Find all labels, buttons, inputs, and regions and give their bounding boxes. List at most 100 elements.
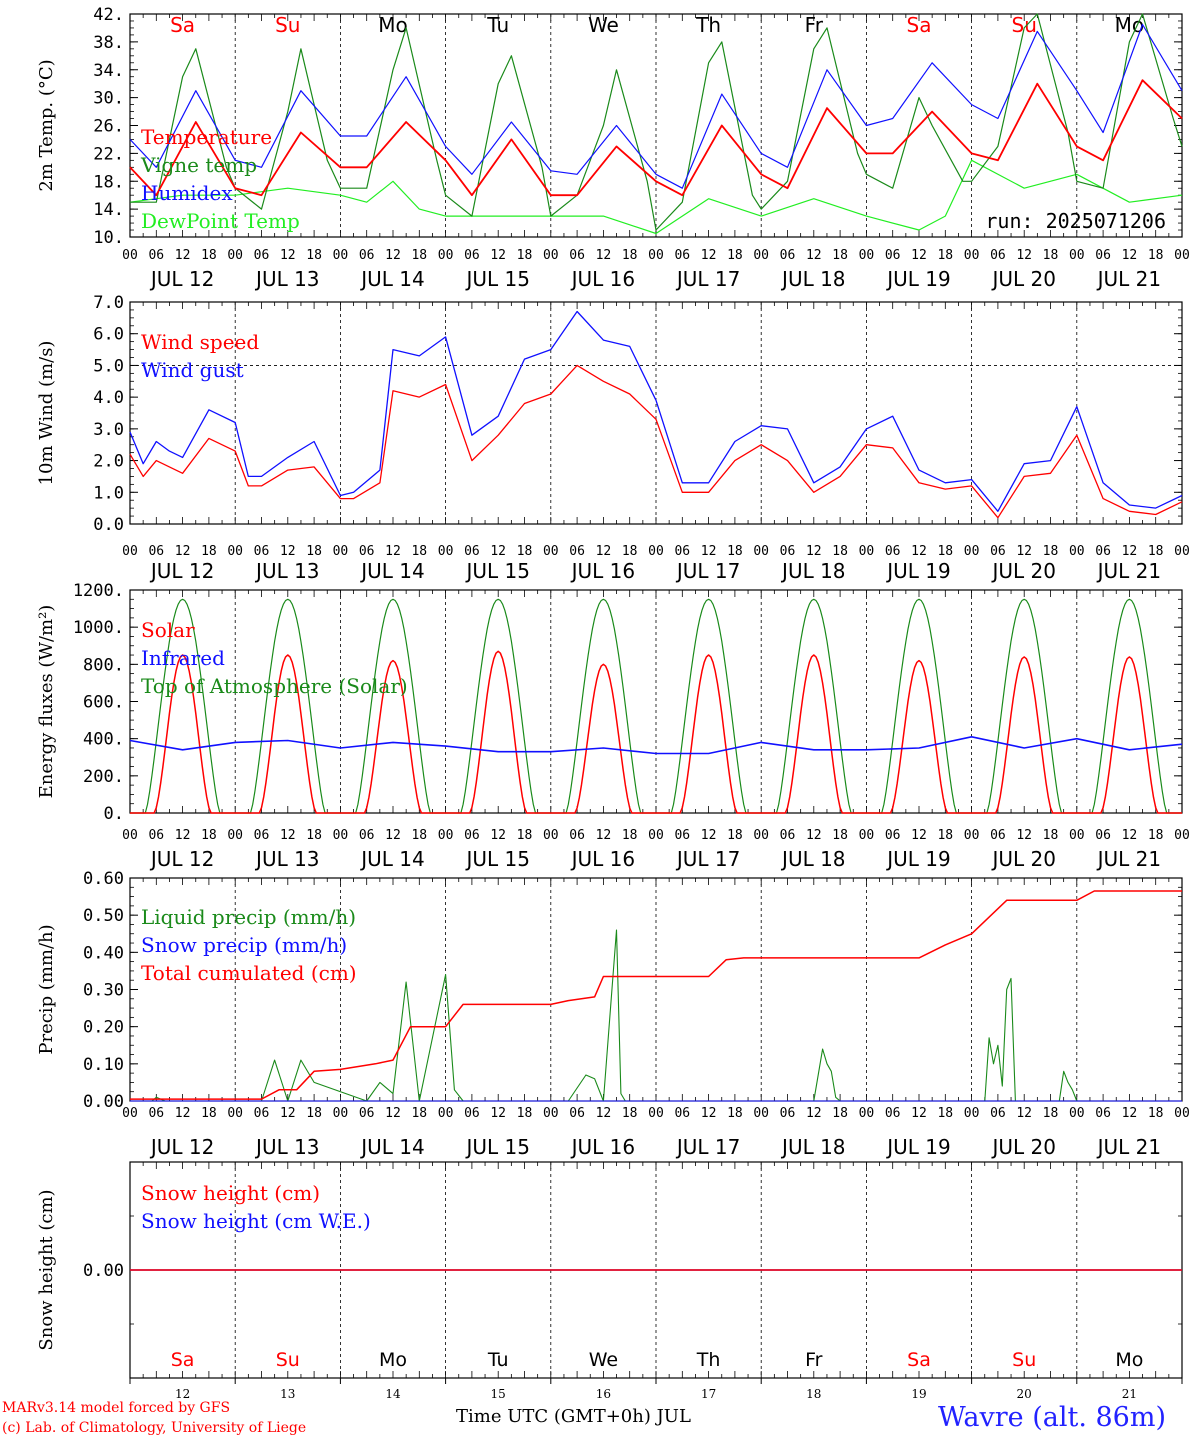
hour-tick-label: 18 [517,248,533,263]
hour-tick-label: 18 [1148,1106,1164,1121]
y-axis-label: Snow height (cm) [36,1189,57,1350]
hour-tick-label: 06 [674,248,690,263]
legend-vigne-temp: Vigne temp [140,153,257,177]
date-label: JUL 18 [780,267,846,291]
hour-tick-label: 06 [1095,248,1111,263]
legend-top-of-atmosphere-solar: Top of Atmosphere (Solar) [141,674,408,698]
hour-tick-label: 06 [359,828,375,843]
hour-tick-label: 12 [175,1106,191,1121]
series-liquid-precip-mm-h [130,929,1078,1102]
hour-tick-label: 06 [464,248,480,263]
y-tick-label: 1200. [73,581,124,601]
date-label: JUL 15 [464,559,530,583]
hour-tick-label: 00 [333,828,349,843]
hour-tick-label: 18 [937,828,953,843]
hour-tick-label: 00 [964,828,980,843]
date-label: JUL 14 [359,267,425,291]
y-tick-label: 6.0 [93,325,124,345]
hour-tick-label: 12 [701,248,717,263]
hour-tick-label: 06 [780,828,796,843]
hour-tick-label: 06 [885,248,901,263]
hour-tick-label: 00 [753,1106,769,1121]
day-number: 15 [491,1387,506,1401]
hour-tick-label: 12 [701,544,717,559]
station-name: Wavre (alt. 86m) [938,1402,1166,1433]
hour-tick-label: 12 [1122,1106,1138,1121]
hour-tick-label: 00 [1174,828,1190,843]
day-abbrev: Su [276,1349,300,1371]
hour-tick-label: 06 [990,828,1006,843]
hour-tick-label: 18 [411,828,427,843]
hour-tick-label: 18 [832,248,848,263]
hour-tick-label: 18 [1148,544,1164,559]
hour-tick-label: 12 [911,248,927,263]
hour-tick-label: 12 [596,1106,612,1121]
hour-tick-label: 12 [1122,248,1138,263]
model-credit: MARv3.14 model forced by GFS [2,1400,231,1416]
y-tick-label: 0.0 [93,515,124,535]
hour-tick-label: 18 [727,544,743,559]
day-number: 12 [175,1387,190,1401]
date-label: JUL 16 [570,847,636,871]
hour-tick-label: 18 [1148,248,1164,263]
hour-tick-label: 06 [885,1106,901,1121]
hour-tick-label: 00 [227,828,243,843]
hour-tick-label: 00 [964,248,980,263]
hour-tick-label: 12 [385,248,401,263]
day-abbrev: We [588,13,619,37]
hour-tick-label: 06 [885,544,901,559]
legend-snow-height-cm: Snow height (cm) [141,1181,320,1205]
hour-tick-label: 00 [859,248,875,263]
hour-tick-label: 00 [122,544,138,559]
hour-tick-label: 06 [674,544,690,559]
date-label: JUL 17 [675,1135,741,1159]
hour-tick-label: 06 [1095,1106,1111,1121]
date-label: JUL 12 [149,559,215,583]
date-label: JUL 20 [990,847,1056,871]
hour-tick-label: 06 [885,828,901,843]
date-label: JUL 14 [359,847,425,871]
hour-tick-label: 00 [227,544,243,559]
date-label: JUL 21 [1096,847,1162,871]
hour-tick-label: 12 [280,828,296,843]
hour-tick-label: 12 [385,828,401,843]
hour-tick-label: 06 [359,544,375,559]
hour-tick-label: 00 [543,828,559,843]
hour-tick-label: 00 [438,1106,454,1121]
y-tick-label: 38. [93,33,124,53]
hour-tick-label: 18 [201,248,217,263]
day-abbrev: Mo [379,1349,407,1371]
hour-tick-label: 18 [1043,248,1059,263]
hour-tick-label: 06 [359,248,375,263]
hour-tick-label: 18 [411,544,427,559]
hour-tick-label: 00 [753,828,769,843]
hour-tick-label: 06 [464,544,480,559]
day-abbrev: Th [696,1349,721,1371]
day-abbrev: Tu [486,13,509,37]
legend-liquid-precip-mm-h: Liquid precip (mm/h) [141,905,356,929]
y-tick-label: 30. [93,89,124,109]
hour-tick-label: 18 [622,544,638,559]
y-tick-label: 0.00 [83,1092,124,1112]
hour-tick-label: 06 [464,1106,480,1121]
hour-tick-label: 12 [911,1106,927,1121]
hour-tick-label: 12 [280,1106,296,1121]
hour-tick-label: 00 [122,1106,138,1121]
hour-tick-label: 12 [175,544,191,559]
hour-tick-label: 18 [1148,828,1164,843]
hour-tick-label: 18 [937,1106,953,1121]
day-number: 19 [911,1387,926,1401]
hour-tick-label: 12 [1122,544,1138,559]
y-tick-label: 1.0 [93,483,124,503]
day-abbrev: Su [275,13,300,37]
day-abbrev: Fr [805,1349,823,1371]
y-tick-label: 0.20 [83,1018,124,1038]
y-tick-label: 4.0 [93,388,124,408]
y-tick-label: 0.10 [83,1055,124,1075]
hour-tick-label: 12 [806,1106,822,1121]
hour-tick-label: 00 [753,248,769,263]
hour-tick-label: 00 [438,828,454,843]
day-number: 17 [701,1387,716,1401]
legend-total-cumulated-cm: Total cumulated (cm) [141,961,357,985]
y-tick-label: 0.60 [83,869,124,889]
